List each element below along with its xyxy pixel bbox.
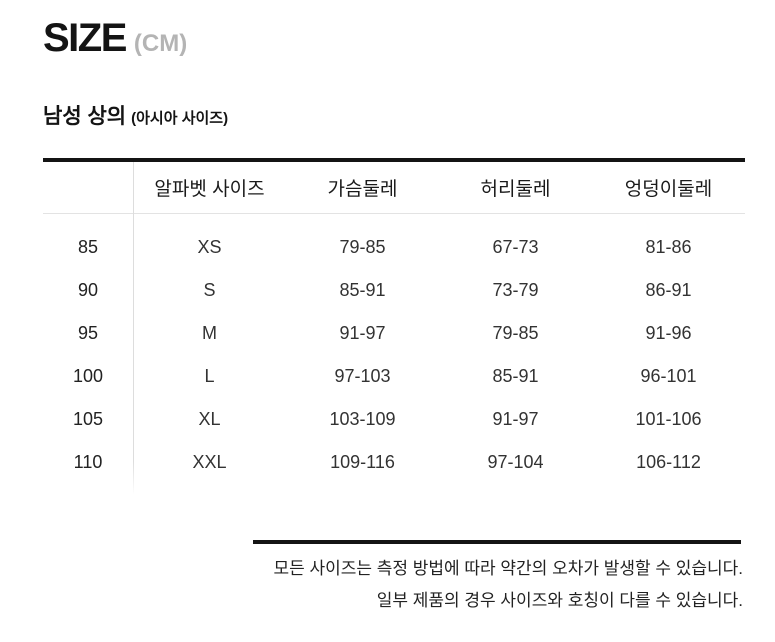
table-row: 85 XS 79-85 67-73 81-86 (43, 226, 745, 269)
cell-chest: 79-85 (339, 237, 386, 257)
cell-size: 95 (77, 323, 99, 343)
footer-notes: 모든 사이즈는 측정 방법에 따라 약간의 오차가 발생할 수 있습니다. 일부… (43, 553, 743, 617)
table-row: 110 XXL 109-116 97-104 106-112 (43, 441, 745, 484)
cell-waist: 67-73 (492, 237, 539, 257)
table-row: 95 M 91-97 79-85 91-96 (43, 312, 745, 355)
cell-size: 105 (72, 409, 104, 429)
cell-size: 85 (77, 237, 99, 257)
cell-alphabet-size: XL (198, 409, 221, 429)
cell-chest: 91-97 (339, 323, 386, 343)
footer-note-2: 일부 제품의 경우 사이즈와 호칭이 다를 수 있습니다. (376, 591, 743, 610)
header-cell-alphabet-size: 알파벳 사이즈 (154, 179, 265, 200)
cell-alphabet-size: L (204, 366, 215, 386)
column-divider-line (133, 162, 134, 495)
page-title-row: SIZE (CM) (43, 16, 745, 60)
size-table: 알파벳 사이즈 가슴둘레 허리둘레 엉덩이둘레 85 XS 79-85 67-7… (43, 158, 745, 495)
table-row: 100 L 97-103 85-91 96-101 (43, 355, 745, 398)
cell-alphabet-size: XS (197, 237, 222, 257)
cell-waist: 91-97 (492, 409, 539, 429)
cell-chest: 97-103 (334, 366, 391, 386)
table-row: 105 XL 103-109 91-97 101-106 (43, 398, 745, 441)
cell-alphabet-size: XXL (192, 452, 227, 472)
cell-waist: 79-85 (492, 323, 539, 343)
header-cell-hip: 엉덩이둘레 (624, 179, 713, 200)
cell-hip: 106-112 (636, 452, 701, 472)
section-heading: 남성 상의 (아시아 사이즈) (43, 100, 745, 130)
cell-chest: 103-109 (329, 409, 396, 429)
cell-chest: 85-91 (339, 280, 386, 300)
cell-alphabet-size: M (202, 323, 217, 343)
cell-waist: 85-91 (492, 366, 539, 386)
table-header-row: 알파벳 사이즈 가슴둘레 허리둘레 엉덩이둘레 (43, 162, 745, 214)
cell-size: 110 (73, 452, 103, 472)
cell-hip: 86-91 (645, 280, 692, 300)
table-bottom-border (253, 540, 741, 544)
table-row: 90 S 85-91 73-79 86-91 (43, 269, 745, 312)
cell-hip: 91-96 (645, 323, 692, 343)
cell-hip: 96-101 (640, 366, 697, 386)
page-title: SIZE (43, 16, 127, 60)
cell-size: 100 (72, 366, 104, 386)
header-cell-waist: 허리둘레 (480, 179, 551, 200)
page-title-unit: (CM) (133, 30, 188, 57)
cell-waist: 97-104 (487, 452, 544, 472)
table-body: 85 XS 79-85 67-73 81-86 90 S 85-91 73-79… (43, 214, 745, 484)
section-title: 남성 상의 (43, 105, 127, 128)
cell-alphabet-size: S (203, 280, 216, 300)
cell-size: 90 (77, 280, 99, 300)
section-subtitle: (아시아 사이즈) (131, 110, 229, 127)
header-cell-chest: 가슴둘레 (327, 179, 398, 200)
footer-note-1: 모든 사이즈는 측정 방법에 따라 약간의 오차가 발생할 수 있습니다. (273, 559, 743, 578)
cell-hip: 101-106 (635, 409, 702, 429)
size-chart-content: SIZE (CM) 남성 상의 (아시아 사이즈) 알파벳 사이즈 가슴둘레 허… (43, 16, 745, 617)
cell-hip: 81-86 (645, 237, 692, 257)
cell-waist: 73-79 (492, 280, 539, 300)
cell-chest: 109-116 (330, 452, 395, 472)
